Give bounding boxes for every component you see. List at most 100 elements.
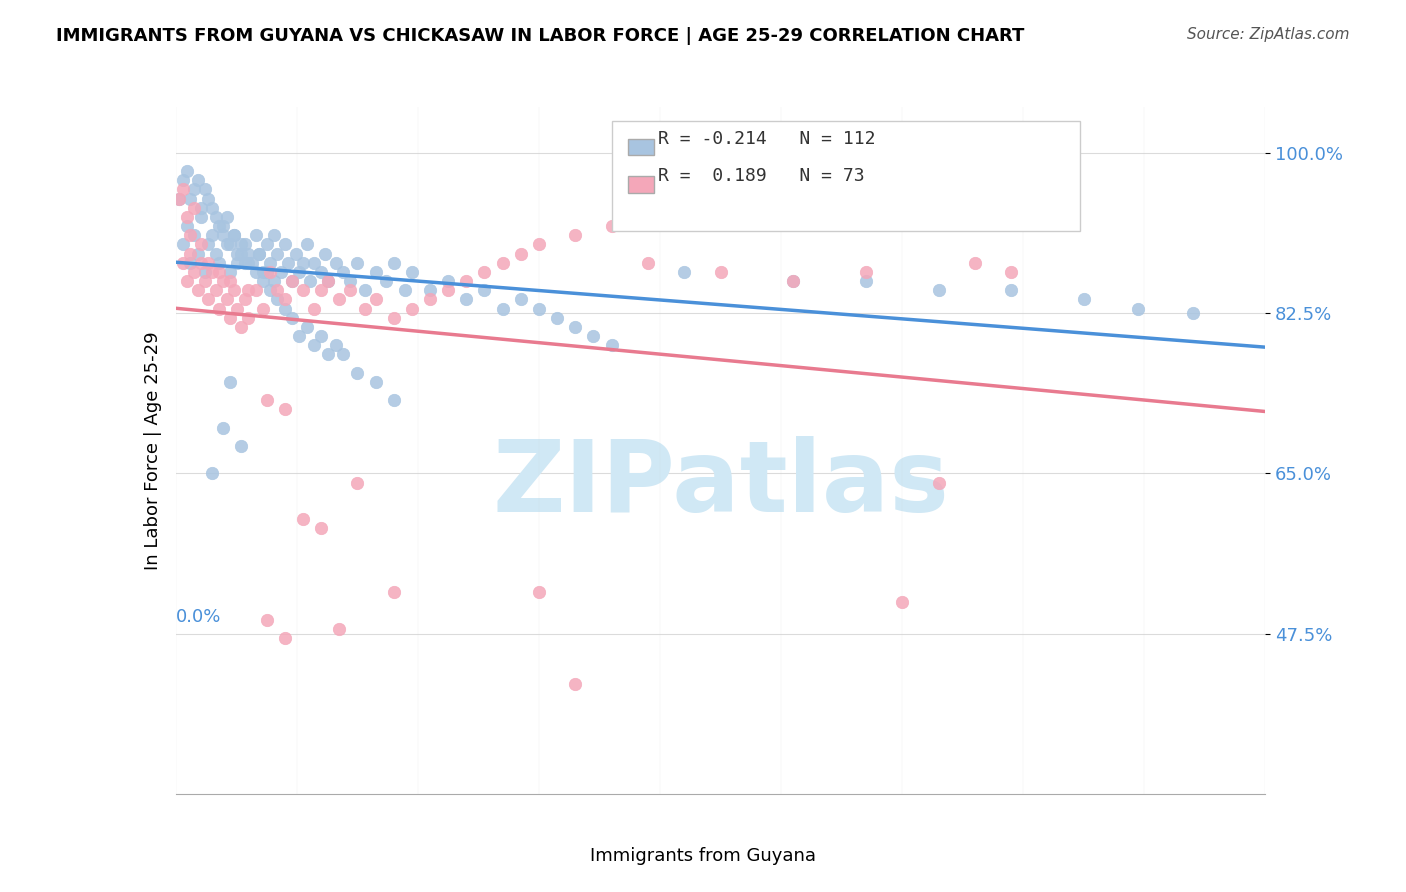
Point — [456, 274, 478, 288]
Point — [186, 173, 209, 187]
Point — [281, 310, 304, 325]
Point — [169, 192, 191, 206]
Point — [201, 467, 224, 481]
Point — [240, 256, 263, 270]
Point — [183, 228, 205, 243]
Point — [219, 310, 242, 325]
Point — [564, 228, 586, 243]
Point — [183, 201, 205, 215]
Point — [1000, 283, 1022, 297]
Point — [527, 237, 550, 252]
Point — [176, 219, 198, 233]
Point — [673, 265, 696, 279]
Point — [509, 293, 531, 307]
Point — [186, 246, 209, 260]
Point — [325, 338, 347, 352]
Point — [274, 237, 297, 252]
Point — [238, 246, 260, 260]
Point — [284, 246, 307, 260]
Point — [456, 293, 478, 307]
Point — [245, 228, 267, 243]
Point — [176, 210, 198, 224]
Text: Immigrants from Guyana: Immigrants from Guyana — [591, 847, 815, 865]
Point — [353, 301, 375, 316]
Point — [299, 274, 322, 288]
Point — [219, 274, 242, 288]
Point — [204, 210, 226, 224]
Point — [245, 265, 267, 279]
Point — [183, 182, 205, 196]
Point — [208, 256, 231, 270]
Point — [295, 237, 318, 252]
Point — [527, 301, 550, 316]
Point — [346, 256, 368, 270]
Point — [179, 256, 201, 270]
Point — [212, 274, 235, 288]
Point — [197, 192, 219, 206]
Point — [222, 228, 245, 243]
Point — [201, 201, 224, 215]
Text: Source: ZipAtlas.com: Source: ZipAtlas.com — [1187, 27, 1350, 42]
Point — [172, 237, 194, 252]
Text: R =  0.189   N = 73: R = 0.189 N = 73 — [658, 168, 865, 186]
Point — [219, 375, 242, 389]
Point — [194, 182, 217, 196]
Point — [212, 420, 235, 434]
Point — [194, 274, 217, 288]
Point — [270, 265, 292, 279]
Text: IMMIGRANTS FROM GUYANA VS CHICKASAW IN LABOR FORCE | AGE 25-29 CORRELATION CHART: IMMIGRANTS FROM GUYANA VS CHICKASAW IN L… — [56, 27, 1025, 45]
Point — [1073, 293, 1095, 307]
Point — [247, 246, 270, 260]
Point — [382, 256, 405, 270]
Point — [401, 265, 423, 279]
Point — [256, 265, 278, 279]
Point — [339, 283, 361, 297]
Point — [274, 631, 297, 645]
Point — [291, 283, 314, 297]
Point — [274, 301, 297, 316]
Point — [855, 265, 877, 279]
Point — [259, 265, 281, 279]
Point — [710, 265, 733, 279]
Point — [231, 319, 253, 334]
Point — [204, 246, 226, 260]
Point — [314, 246, 336, 260]
Point — [179, 246, 201, 260]
Point — [600, 338, 623, 352]
Point — [318, 274, 340, 288]
Point — [212, 219, 235, 233]
FancyBboxPatch shape — [628, 177, 654, 193]
Point — [546, 310, 568, 325]
Point — [256, 237, 278, 252]
Point — [963, 256, 986, 270]
Point — [302, 301, 325, 316]
Point — [266, 283, 288, 297]
Point — [364, 375, 387, 389]
Point — [325, 256, 347, 270]
Point — [190, 201, 212, 215]
Point — [256, 393, 278, 408]
Point — [226, 246, 249, 260]
Point — [1181, 306, 1204, 320]
Text: ZIPatlas: ZIPatlas — [492, 436, 949, 533]
Point — [437, 274, 460, 288]
Point — [564, 319, 586, 334]
Point — [233, 256, 256, 270]
Text: R = -0.214   N = 112: R = -0.214 N = 112 — [658, 129, 876, 148]
Point — [375, 274, 398, 288]
Point — [328, 622, 350, 636]
Point — [190, 237, 212, 252]
Point — [295, 319, 318, 334]
Point — [364, 265, 387, 279]
Point — [252, 301, 274, 316]
Point — [302, 338, 325, 352]
Point — [238, 256, 260, 270]
Point — [204, 283, 226, 297]
Point — [256, 613, 278, 627]
Point — [291, 256, 314, 270]
Point — [382, 393, 405, 408]
Point — [259, 283, 281, 297]
Point — [1000, 265, 1022, 279]
Point — [172, 182, 194, 196]
Point — [346, 475, 368, 490]
